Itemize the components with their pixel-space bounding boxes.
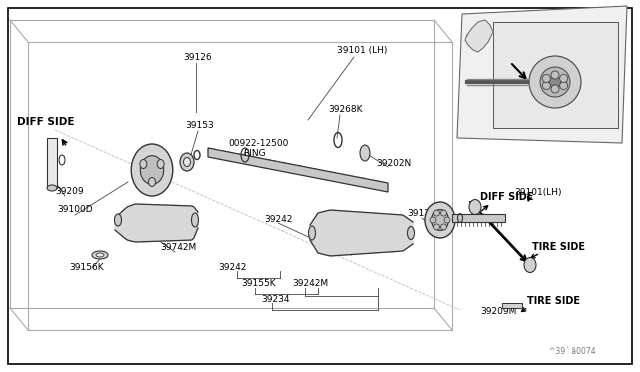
Text: RING: RING [243, 150, 266, 158]
Polygon shape [115, 204, 198, 242]
Text: 39202N: 39202N [376, 158, 412, 167]
Circle shape [542, 74, 550, 83]
Ellipse shape [92, 251, 108, 259]
Ellipse shape [140, 160, 147, 169]
Circle shape [559, 81, 568, 90]
Polygon shape [465, 20, 493, 52]
Text: TIRE SIDE: TIRE SIDE [527, 296, 580, 306]
Ellipse shape [96, 253, 104, 257]
Ellipse shape [148, 177, 156, 186]
Circle shape [529, 56, 581, 108]
Ellipse shape [191, 213, 198, 227]
Polygon shape [208, 148, 388, 192]
Circle shape [559, 74, 568, 83]
Circle shape [430, 217, 436, 223]
Circle shape [433, 210, 440, 216]
Circle shape [542, 81, 550, 90]
Text: 39209: 39209 [55, 186, 84, 196]
Circle shape [551, 85, 559, 93]
Circle shape [440, 224, 447, 230]
Ellipse shape [184, 157, 191, 167]
Text: 39100D: 39100D [57, 205, 93, 215]
Bar [47, 138, 57, 188]
Bar [502, 303, 522, 308]
Ellipse shape [47, 185, 57, 191]
Text: 39209M: 39209M [480, 307, 516, 315]
Text: DIFF SIDE: DIFF SIDE [17, 117, 74, 127]
Text: 39742M: 39742M [160, 243, 196, 251]
Ellipse shape [408, 227, 415, 240]
Text: 39101 (LH): 39101 (LH) [337, 46, 387, 55]
Text: 39268K: 39268K [328, 105, 362, 113]
Text: 39242M: 39242M [292, 279, 328, 289]
Text: ^39´ ã0074: ^39´ ã0074 [549, 347, 596, 356]
Bar [493, 22, 618, 128]
Text: 39125: 39125 [407, 208, 436, 218]
Circle shape [444, 217, 450, 223]
Ellipse shape [140, 156, 164, 184]
Text: 39156K: 39156K [69, 263, 104, 272]
Ellipse shape [115, 214, 122, 226]
Ellipse shape [431, 209, 449, 231]
Text: 00922-12500: 00922-12500 [228, 138, 289, 148]
Text: DIFF SIDE: DIFF SIDE [480, 192, 533, 202]
Circle shape [433, 224, 440, 230]
Ellipse shape [157, 160, 164, 169]
Polygon shape [457, 6, 627, 143]
Polygon shape [310, 210, 413, 256]
Text: 39155K: 39155K [241, 279, 276, 289]
Text: 39242: 39242 [264, 215, 292, 224]
Text: 39242: 39242 [218, 263, 246, 272]
Text: 39153: 39153 [185, 121, 214, 129]
Text: 39101(LH): 39101(LH) [514, 189, 561, 198]
Text: 39126: 39126 [183, 54, 212, 62]
Circle shape [440, 210, 447, 216]
Bar [452, 214, 505, 222]
Circle shape [551, 71, 559, 79]
Circle shape [549, 76, 561, 88]
Ellipse shape [180, 153, 194, 171]
Ellipse shape [360, 145, 370, 161]
Ellipse shape [524, 257, 536, 273]
Ellipse shape [469, 199, 481, 215]
Ellipse shape [425, 202, 455, 238]
Ellipse shape [131, 144, 173, 196]
Ellipse shape [308, 226, 316, 240]
Circle shape [540, 67, 570, 97]
Text: TIRE SIDE: TIRE SIDE [532, 242, 585, 252]
Text: 39234: 39234 [261, 295, 289, 304]
